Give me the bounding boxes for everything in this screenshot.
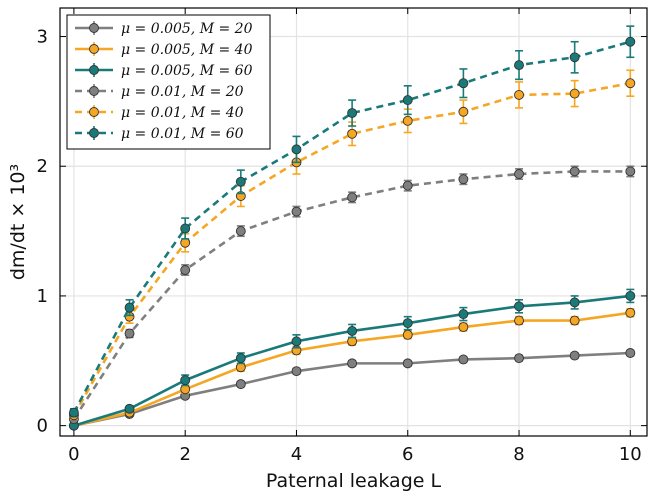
- ticks: [60, 8, 647, 436]
- data-point: [347, 192, 358, 203]
- legend-entry: μ = 0.01, M = 20: [75, 84, 244, 100]
- series-line: [72, 81, 631, 416]
- data-point: [291, 336, 302, 347]
- data-point: [569, 52, 580, 63]
- legend: μ = 0.005, M = 20 μ = 0.005, M = 40 μ = 0.…: [66, 14, 271, 150]
- x-tick-label: 0: [68, 444, 79, 465]
- y-tick-label: 2: [37, 156, 48, 177]
- data-point: [402, 180, 413, 191]
- data-point: [625, 166, 636, 177]
- data-point: [625, 348, 636, 358]
- legend-entry: μ = 0.005, M = 40: [75, 42, 253, 58]
- legend-label: μ = 0.005, M = 20: [121, 21, 253, 37]
- legend-entry: μ = 0.01, M = 60: [75, 126, 244, 142]
- data-point: [514, 353, 524, 364]
- series-2: [68, 307, 636, 431]
- data-point: [291, 206, 302, 217]
- legend-entry: μ = 0.005, M = 60: [75, 63, 253, 79]
- data-point: [124, 302, 135, 313]
- data-point: [235, 176, 246, 187]
- legend-box: [66, 14, 271, 150]
- legend-label: μ = 0.005, M = 60: [121, 63, 253, 79]
- series-4: [68, 165, 636, 425]
- legend-label: μ = 0.01, M = 40: [121, 105, 244, 121]
- legend-label: μ = 0.005, M = 40: [121, 42, 253, 58]
- data-point: [402, 329, 413, 340]
- data-point: [625, 307, 636, 318]
- data-point: [514, 60, 524, 71]
- data-point: [347, 128, 358, 139]
- y-tick-label: 0: [37, 416, 48, 437]
- x-tick-label: 6: [402, 444, 413, 465]
- legend-entry: μ = 0.01, M = 40: [75, 105, 244, 121]
- data-point: [235, 353, 246, 364]
- data-point: [347, 108, 358, 119]
- plot-frame: [59, 7, 648, 437]
- tick-labels: 0 2 4 6 8 10 0 1 2 3: [37, 27, 642, 465]
- data-point: [514, 169, 524, 179]
- x-tick-label: 8: [513, 444, 524, 465]
- data-point: [180, 265, 191, 275]
- data-point: [458, 322, 469, 333]
- y-tick-label: 3: [37, 27, 48, 48]
- data-point: [458, 174, 469, 185]
- data-point: [514, 301, 524, 312]
- data-point: [458, 354, 469, 365]
- y-tick-label: 1: [37, 286, 48, 307]
- data-point: [235, 226, 246, 237]
- data-point: [402, 115, 413, 126]
- data-point: [402, 318, 413, 329]
- series-layer: [68, 25, 636, 431]
- data-point: [625, 290, 636, 301]
- y-axis-label: dm/dt × 10³: [7, 164, 29, 280]
- x-axis-label: Paternal leakage L: [266, 470, 442, 492]
- data-point: [291, 144, 302, 155]
- x-tick-label: 4: [291, 444, 302, 465]
- data-point: [68, 407, 79, 418]
- series-line: [72, 170, 631, 420]
- series-3: [68, 288, 636, 431]
- data-point: [291, 366, 302, 377]
- legend-label: μ = 0.01, M = 20: [121, 84, 244, 100]
- data-point: [569, 315, 580, 326]
- data-point: [347, 325, 358, 336]
- series-line: [72, 40, 631, 414]
- data-point: [569, 88, 580, 99]
- data-point: [402, 358, 413, 369]
- data-point: [458, 106, 469, 117]
- data-point: [180, 375, 191, 386]
- data-point: [569, 350, 580, 361]
- data-point: [514, 315, 524, 326]
- data-point: [124, 328, 135, 339]
- data-point: [458, 78, 469, 89]
- data-point: [124, 403, 135, 414]
- data-point: [347, 358, 358, 369]
- data-point: [569, 297, 580, 308]
- legend-entry: μ = 0.005, M = 20: [75, 21, 253, 37]
- data-point: [625, 36, 636, 47]
- data-point: [514, 89, 524, 100]
- x-tick-label: 2: [179, 444, 190, 465]
- data-point: [625, 78, 636, 89]
- data-point: [569, 166, 580, 177]
- data-point: [458, 309, 469, 320]
- x-tick-label: 10: [619, 444, 642, 465]
- legend-label: μ = 0.01, M = 60: [121, 126, 244, 142]
- data-point: [235, 379, 246, 390]
- data-point: [402, 95, 413, 106]
- data-point: [180, 223, 191, 234]
- series-6: [68, 25, 636, 418]
